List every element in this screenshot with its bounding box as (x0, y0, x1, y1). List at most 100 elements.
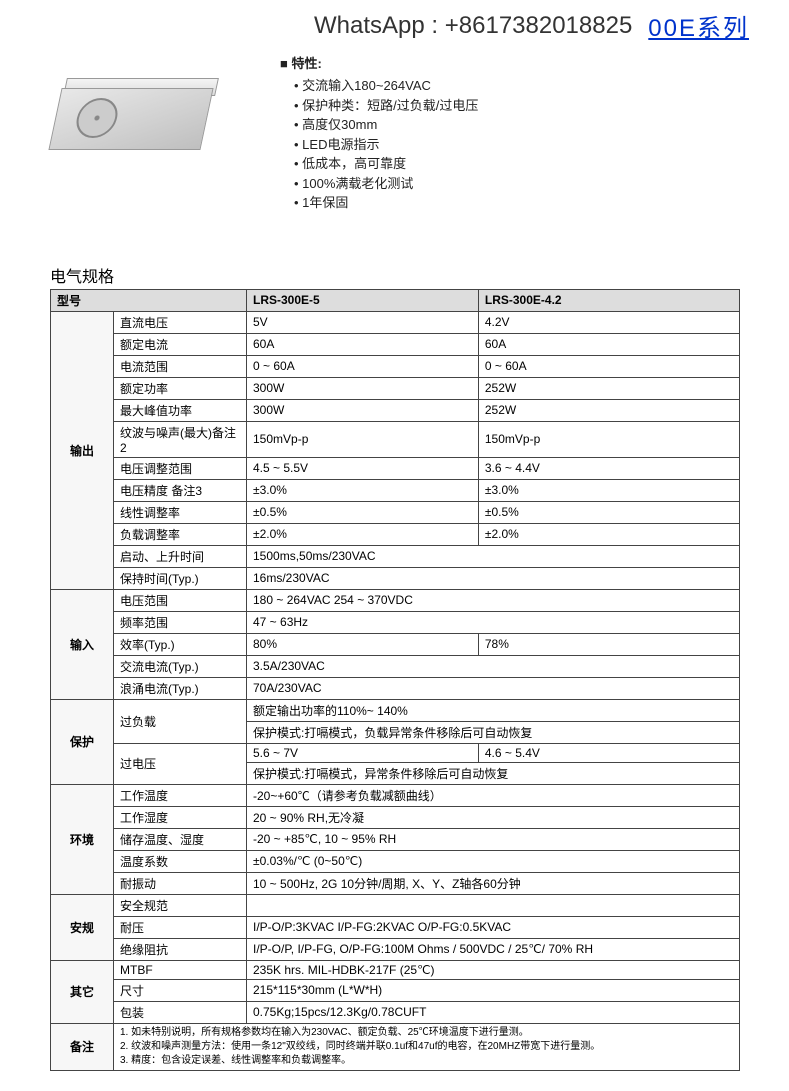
notes-label: 备注 (51, 1023, 114, 1070)
feature-item: 1年保固 (294, 193, 478, 213)
value-cell-a: ±0.5% (247, 501, 479, 523)
feature-item: 100%满载老化测试 (294, 174, 478, 194)
value-cell: 保护模式:打嗝模式，负载异常条件移除后可自动恢复 (247, 721, 740, 743)
value-cell-a: 300W (247, 399, 479, 421)
value-cell-a: 5V (247, 311, 479, 333)
param-cell: 直流电压 (114, 311, 247, 333)
value-cell-b: 78% (478, 633, 739, 655)
value-cell: 3.5A/230VAC (247, 655, 740, 677)
param-cell: 保持时间(Typ.) (114, 567, 247, 589)
col-model-b: LRS-300E-4.2 (478, 289, 739, 311)
value-cell: -20 ~ +85℃, 10 ~ 95% RH (247, 828, 740, 850)
category-cell: 输入 (51, 589, 114, 699)
param-cell: 电压范围 (114, 589, 247, 611)
value-cell: 70A/230VAC (247, 677, 740, 699)
value-cell-b: ±2.0% (478, 523, 739, 545)
param-cell: 储存温度、湿度 (114, 828, 247, 850)
value-cell-b: 150mVp-p (478, 421, 739, 457)
value-cell: 180 ~ 264VAC 254 ~ 370VDC (247, 589, 740, 611)
features-title: 特性: (280, 53, 478, 72)
param-cell: 耐压 (114, 916, 247, 938)
param-cell: 纹波与噪声(最大)备注2 (114, 421, 247, 457)
spec-table: 型号 LRS-300E-5 LRS-300E-4.2 输出直流电压5V4.2V 额… (50, 289, 740, 1071)
value-cell-a: 60A (247, 333, 479, 355)
value-cell-b: 60A (478, 333, 739, 355)
value-cell: 215*115*30mm (L*W*H) (247, 979, 740, 1001)
param-cell: 启动、上升时间 (114, 545, 247, 567)
param-cell: 线性调整率 (114, 501, 247, 523)
value-cell: ±0.03%/℃ (0~50℃) (247, 850, 740, 872)
value-cell: 0.75Kg;15pcs/12.3Kg/0.78CUFT (247, 1001, 740, 1023)
value-cell: 47 ~ 63Hz (247, 611, 740, 633)
category-cell: 环境 (51, 784, 114, 894)
value-cell-a: ±3.0% (247, 479, 479, 501)
spec-section-title: 电气规格 (50, 263, 789, 287)
param-cell: 尺寸 (114, 979, 247, 1001)
value-cell: 10 ~ 500Hz, 2G 10分钟/周期, X、Y、Z轴各60分钟 (247, 872, 740, 894)
value-cell: -20~+60℃（请参考负载减额曲线） (247, 784, 740, 806)
value-cell: I/P-O/P, I/P-FG, O/P-FG:100M Ohms / 500V… (247, 938, 740, 960)
value-cell-a: 4.5 ~ 5.5V (247, 457, 479, 479)
param-cell: 额定功率 (114, 377, 247, 399)
category-cell: 保护 (51, 699, 114, 784)
product-image (40, 53, 240, 173)
notes-cell: 1. 如未特别说明，所有规格参数均在输入为230VAC、额定负载、25℃环境温度… (114, 1023, 740, 1070)
feature-item: 保护种类：短路/过负载/过电压 (294, 96, 478, 116)
value-cell: 1500ms,50ms/230VAC (247, 545, 740, 567)
col-model-a: LRS-300E-5 (247, 289, 479, 311)
value-cell-b: 0 ~ 60A (478, 355, 739, 377)
param-cell: 电压精度 备注3 (114, 479, 247, 501)
feature-item: 交流输入180~264VAC (294, 76, 478, 96)
value-cell-b: 4.2V (478, 311, 739, 333)
features-list: 交流输入180~264VAC保护种类：短路/过负载/过电压高度仅30mmLED电… (280, 76, 478, 213)
category-cell: 输出 (51, 311, 114, 589)
feature-item: 低成本，高可靠度 (294, 154, 478, 174)
feature-item: LED电源指示 (294, 135, 478, 155)
param-cell: 安全规范 (114, 894, 247, 916)
param-cell: 工作湿度 (114, 806, 247, 828)
param-cell: 过负载 (114, 699, 247, 743)
whatsapp-text: WhatsApp : +8617382018825 (314, 12, 632, 40)
value-cell: I/P-O/P:3KVAC I/P-FG:2KVAC O/P-FG:0.5KVA… (247, 916, 740, 938)
value-cell-b: 252W (478, 377, 739, 399)
psu-illustration (55, 68, 225, 158)
category-cell: 安规 (51, 894, 114, 960)
param-cell: 包装 (114, 1001, 247, 1023)
feature-item: 高度仅30mm (294, 115, 478, 135)
value-cell-b: ±3.0% (478, 479, 739, 501)
param-cell: 过电压 (114, 743, 247, 784)
param-cell: 电流范围 (114, 355, 247, 377)
value-cell-a: 5.6 ~ 7V (247, 743, 479, 762)
value-cell: 额定输出功率的110%~ 140% (247, 699, 740, 721)
param-cell: 工作温度 (114, 784, 247, 806)
param-cell: 频率范围 (114, 611, 247, 633)
value-cell-a: 80% (247, 633, 479, 655)
param-cell: 效率(Typ.) (114, 633, 247, 655)
value-cell-b: ±0.5% (478, 501, 739, 523)
value-cell: 20 ~ 90% RH,无冷凝 (247, 806, 740, 828)
value-cell-a: 0 ~ 60A (247, 355, 479, 377)
series-link[interactable]: 00E系列 (648, 8, 749, 43)
param-cell: 最大峰值功率 (114, 399, 247, 421)
value-cell-a: 300W (247, 377, 479, 399)
value-cell-a: 150mVp-p (247, 421, 479, 457)
param-cell: MTBF (114, 960, 247, 979)
value-cell-b: 4.6 ~ 5.4V (478, 743, 739, 762)
param-cell: 电压调整范围 (114, 457, 247, 479)
category-cell: 其它 (51, 960, 114, 1023)
param-cell: 负载调整率 (114, 523, 247, 545)
param-cell: 绝缘阻抗 (114, 938, 247, 960)
value-cell: 235K hrs. MIL-HDBK-217F (25℃) (247, 960, 740, 979)
value-cell: 保护模式:打嗝模式，异常条件移除后可自动恢复 (247, 762, 740, 784)
param-cell: 温度系数 (114, 850, 247, 872)
value-cell (247, 894, 740, 916)
value-cell-a: ±2.0% (247, 523, 479, 545)
param-cell: 额定电流 (114, 333, 247, 355)
param-cell: 浪涌电流(Typ.) (114, 677, 247, 699)
param-cell: 耐振动 (114, 872, 247, 894)
col-model-label: 型号 (51, 289, 247, 311)
value-cell-b: 252W (478, 399, 739, 421)
value-cell-b: 3.6 ~ 4.4V (478, 457, 739, 479)
value-cell: 16ms/230VAC (247, 567, 740, 589)
param-cell: 交流电流(Typ.) (114, 655, 247, 677)
